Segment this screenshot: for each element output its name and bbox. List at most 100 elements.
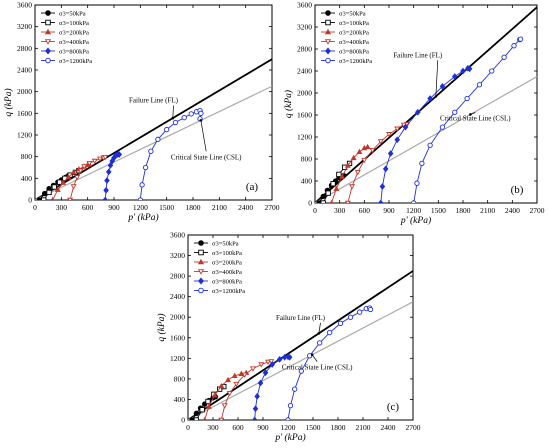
data-point	[439, 124, 446, 130]
data-point	[354, 169, 361, 176]
data-point	[394, 136, 401, 144]
data-point	[164, 126, 170, 133]
data-point	[317, 340, 323, 346]
series-5	[102, 150, 123, 200]
legend-label: σ3=400kPa	[212, 269, 242, 276]
annotation-label: Critical State Line (CSL)	[440, 115, 511, 123]
plot-area	[188, 270, 413, 420]
data-point	[54, 186, 61, 192]
legend-label: σ3=200kPa	[212, 260, 242, 267]
data-point	[155, 136, 161, 142]
legend-item: σ3=100kPa	[194, 249, 242, 257]
plot-frame	[314, 4, 538, 204]
data-point	[347, 314, 354, 320]
series-6	[285, 305, 374, 420]
legend-item: σ3=200kPa	[41, 28, 89, 37]
data-point	[285, 417, 291, 420]
legend-item: σ3=100kPa	[321, 19, 369, 27]
x-tick-label: 1500	[431, 206, 446, 215]
data-point	[142, 164, 149, 171]
x-tick-label: 1500	[159, 203, 174, 212]
data-point	[439, 83, 446, 90]
data-point	[257, 379, 264, 387]
data-point	[231, 372, 238, 379]
data-point	[41, 197, 47, 200]
data-point	[367, 306, 374, 313]
data-point	[81, 164, 88, 170]
x-tick-label: 1800	[186, 203, 201, 212]
annotation-arrow	[311, 354, 318, 362]
y-tick-label: 800	[174, 374, 186, 383]
x-tick-label: 0	[33, 203, 37, 212]
annotation-label: Failure Line (FL)	[393, 51, 443, 59]
x-tick-label: 2700	[406, 423, 421, 432]
legend-marker	[325, 47, 331, 55]
data-point	[36, 197, 43, 200]
legend-marker	[324, 28, 332, 35]
y-tick-label: 1200	[17, 131, 32, 140]
data-point	[51, 184, 57, 190]
annotation-label: Failure Line (FL)	[129, 97, 179, 105]
legend-marker	[198, 240, 204, 246]
legend-item: σ3=400kPa	[321, 39, 369, 46]
data-point	[298, 368, 304, 374]
legend-item: σ3=1200kPa	[194, 287, 245, 295]
data-point	[369, 147, 376, 154]
annotation-label: Critical State Line (CSL)	[171, 153, 242, 161]
x-tick-label: 2100	[480, 206, 495, 215]
legend-label: σ3=800kPa	[339, 49, 369, 56]
chart-panel-1: 0 300 600 900 1200 1500 1800 2100 2400 2700 0 400 80…	[3, 1, 280, 224]
data-point	[327, 329, 333, 336]
data-point	[205, 398, 211, 405]
data-point	[70, 184, 77, 190]
data-point	[218, 382, 225, 389]
legend-marker	[45, 47, 51, 55]
data-point	[102, 196, 109, 200]
data-point	[382, 165, 389, 173]
data-point	[419, 160, 425, 167]
y-tick-label: 3200	[170, 251, 185, 260]
y-tick-label: 400	[174, 395, 186, 404]
legend-label: σ3=800kPa	[59, 49, 89, 56]
data-point	[226, 391, 233, 397]
arrow-head	[469, 113, 472, 116]
data-point	[292, 386, 298, 392]
data-point	[46, 189, 52, 196]
x-tick-label: 1800	[331, 423, 346, 432]
chart-panel-2: 0 300 600 900 1200 1500 1800 2100 2400 2700 0 400 80…	[283, 1, 545, 227]
legend-label: σ3=50kPa	[212, 241, 239, 248]
data-point	[269, 361, 275, 368]
data-point	[199, 407, 205, 413]
legend-marker	[198, 287, 204, 294]
panel-label: (b)	[511, 184, 524, 196]
legend-label: σ3=50kPa	[59, 11, 86, 18]
legend-marker	[325, 19, 331, 26]
data-point	[489, 68, 495, 74]
data-point	[325, 190, 331, 196]
data-point	[464, 95, 470, 102]
data-point	[451, 73, 458, 80]
y-tick-label: 2400	[170, 292, 185, 301]
failure-line	[35, 58, 272, 200]
data-point	[320, 193, 326, 200]
chart-panel-3: 0 300 600 900 1200 1500 1800 2100 2400 2700 0 400 80…	[156, 231, 421, 444]
x-tick-label: 2400	[505, 206, 520, 215]
data-point	[221, 403, 228, 409]
legend-item: σ3=50kPa	[41, 10, 86, 18]
y-axis-label: q (kPa)	[283, 90, 294, 118]
data-point	[460, 67, 466, 75]
data-point	[137, 197, 143, 200]
data-point	[74, 175, 81, 181]
series-6	[137, 107, 204, 200]
legend-marker	[45, 10, 51, 16]
legend-item: σ3=100kPa	[41, 19, 89, 27]
data-point	[172, 119, 179, 126]
data-point	[387, 150, 394, 157]
x-tick-label: 2400	[381, 423, 396, 432]
legend-item: σ3=800kPa	[41, 47, 89, 56]
data-point	[337, 320, 344, 327]
data-point	[452, 109, 458, 115]
data-point	[211, 392, 218, 398]
y-tick-label: 0	[28, 196, 32, 205]
x-tick-label: 2400	[238, 203, 253, 212]
